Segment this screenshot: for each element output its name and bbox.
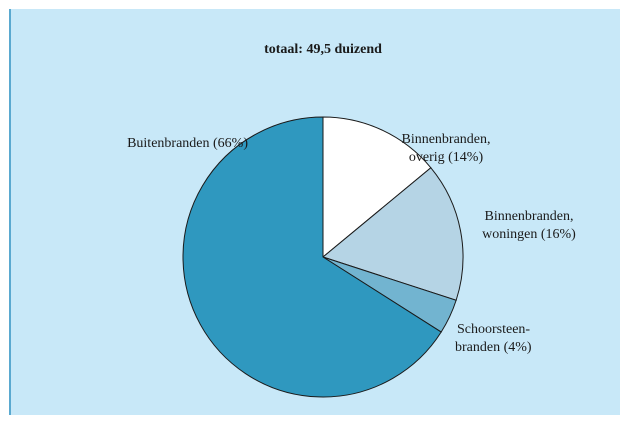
slice-label: overig (14%) — [409, 150, 484, 165]
slice-label: branden (4%) — [455, 340, 532, 355]
slice-label: Binnenbranden, — [401, 132, 490, 147]
pie-slice — [322, 116, 432, 259]
slice-label: Schoorsteen- — [457, 322, 530, 337]
chart-title: totaal: 49,5 duizend — [264, 42, 382, 57]
pie-slice — [321, 167, 464, 301]
slice-label: Buitenbranden (66%) — [127, 136, 248, 151]
slice-label: Binnenbranden, — [484, 209, 573, 224]
slice-label: woningen (16%) — [482, 227, 576, 242]
pie-slice — [182, 116, 442, 398]
